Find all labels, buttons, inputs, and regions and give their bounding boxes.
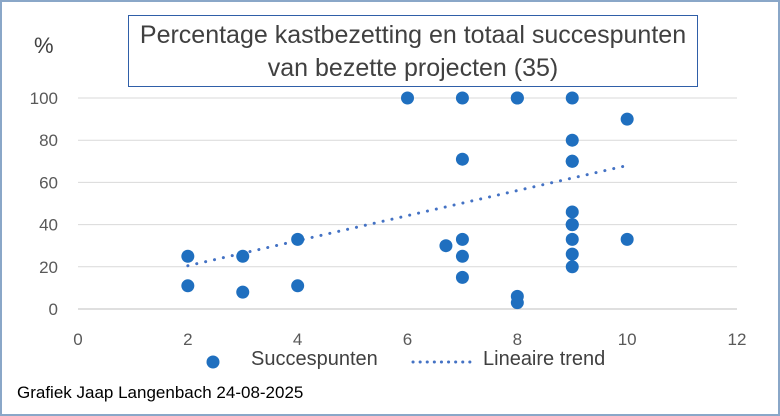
data-point — [236, 285, 250, 299]
data-point — [510, 91, 524, 105]
data-point — [565, 247, 579, 261]
data-point — [565, 218, 579, 232]
x-tick-label: 0 — [73, 330, 82, 349]
data-point — [439, 239, 453, 253]
x-tick-label: 2 — [183, 330, 192, 349]
y-tick-label: 100 — [30, 89, 58, 108]
x-tick-label: 12 — [728, 330, 747, 349]
gridlines — [78, 97, 737, 310]
x-tick-label: 8 — [513, 330, 522, 349]
data-points — [181, 91, 634, 310]
data-point — [620, 232, 634, 246]
chart-title-line-2: van bezette projecten (35) — [267, 54, 559, 82]
data-point — [565, 205, 579, 219]
chart-title-line-1: Percentage kastbezetting en totaal succe… — [139, 21, 687, 49]
y-tick-label: 60 — [39, 173, 58, 192]
chart-title: Percentage kastbezetting en totaal succe… — [128, 15, 698, 87]
legend-marker-trend — [411, 360, 474, 364]
data-point — [236, 249, 250, 263]
legend-marker-succespunten — [206, 355, 220, 369]
x-tick-label: 4 — [293, 330, 302, 349]
data-point — [455, 152, 469, 166]
data-point — [291, 279, 305, 293]
data-point — [455, 270, 469, 284]
data-point — [291, 232, 305, 246]
chart-credit: Grafiek Jaap Langenbach 24-08-2025 — [17, 383, 304, 402]
data-point — [401, 91, 414, 105]
y-tick-label: 20 — [39, 258, 58, 277]
data-point — [565, 91, 579, 105]
y-tick-label: 80 — [39, 131, 58, 150]
data-point — [565, 260, 579, 274]
axes: 0 20 40 60 80 100 0 2 4 6 8 10 12 — [30, 89, 747, 349]
data-point — [620, 112, 634, 126]
data-point — [455, 232, 469, 246]
y-axis-label: % — [34, 33, 54, 58]
legend-label-succespunten: Succespunten — [251, 348, 378, 370]
data-point — [455, 91, 469, 105]
data-point — [181, 249, 195, 263]
x-tick-label: 10 — [618, 330, 637, 349]
data-point — [565, 232, 579, 246]
y-tick-label: 40 — [39, 216, 58, 235]
legend-label-trend: Lineaire trend — [483, 348, 606, 370]
data-point — [510, 296, 524, 310]
data-point — [565, 154, 579, 168]
data-point — [455, 249, 469, 263]
y-tick-label: 0 — [49, 300, 58, 319]
trendline — [186, 164, 629, 268]
data-point — [565, 133, 579, 147]
x-tick-label: 6 — [403, 330, 412, 349]
trendline-lineaire-trend — [186, 164, 629, 268]
data-point — [181, 279, 195, 293]
